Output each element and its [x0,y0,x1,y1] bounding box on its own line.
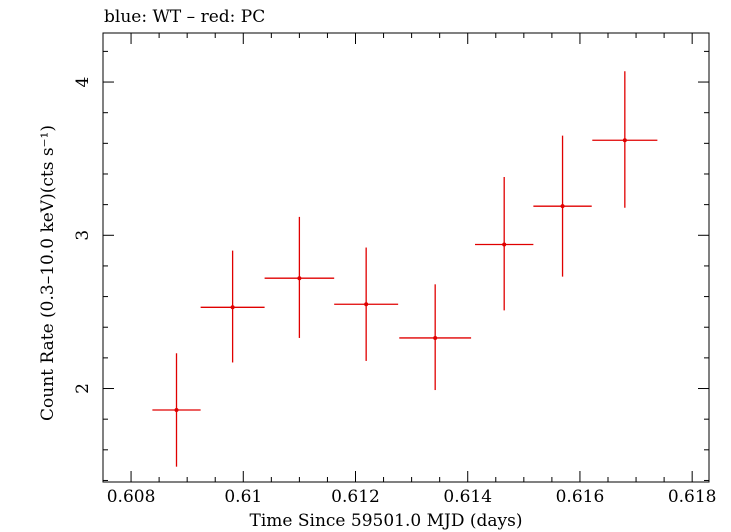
y-tick-label: 4 [73,77,93,88]
point-marker [433,335,438,340]
data-point [152,353,201,467]
point-marker [174,407,179,412]
x-tick-label: 0.61 [224,487,262,507]
x-tick-label: 0.614 [443,487,492,507]
x-tick-label: 0.608 [107,487,156,507]
data-point [334,247,399,361]
y-tick-label: 3 [73,230,93,241]
y-axis-label: Count Rate (0.3–10.0 keV)(cts s⁻¹) [38,125,58,421]
point-marker [230,305,235,310]
data-series [152,71,658,467]
point-marker [502,242,507,247]
chart-title: blue: WT – red: PC [104,7,265,27]
data-point [475,177,534,311]
y-tick-label: 2 [73,383,93,394]
x-tick-label: 0.616 [556,487,605,507]
data-point [264,216,335,338]
data-point [399,284,472,391]
x-axis-label: Time Since 59501.0 MJD (days) [250,511,523,531]
point-marker [622,138,627,143]
point-marker [297,276,302,281]
data-point [200,250,265,363]
point-marker [364,302,369,307]
x-tick-label: 0.618 [668,487,717,507]
x-tick-label: 0.612 [331,487,380,507]
data-point [533,135,592,277]
plot-frame [102,32,710,483]
axis-ticks: 0.608 0.61 0.612 0.614 0.616 0.618 2 3 4 [73,33,717,507]
data-point [592,71,658,208]
point-marker [560,204,565,209]
